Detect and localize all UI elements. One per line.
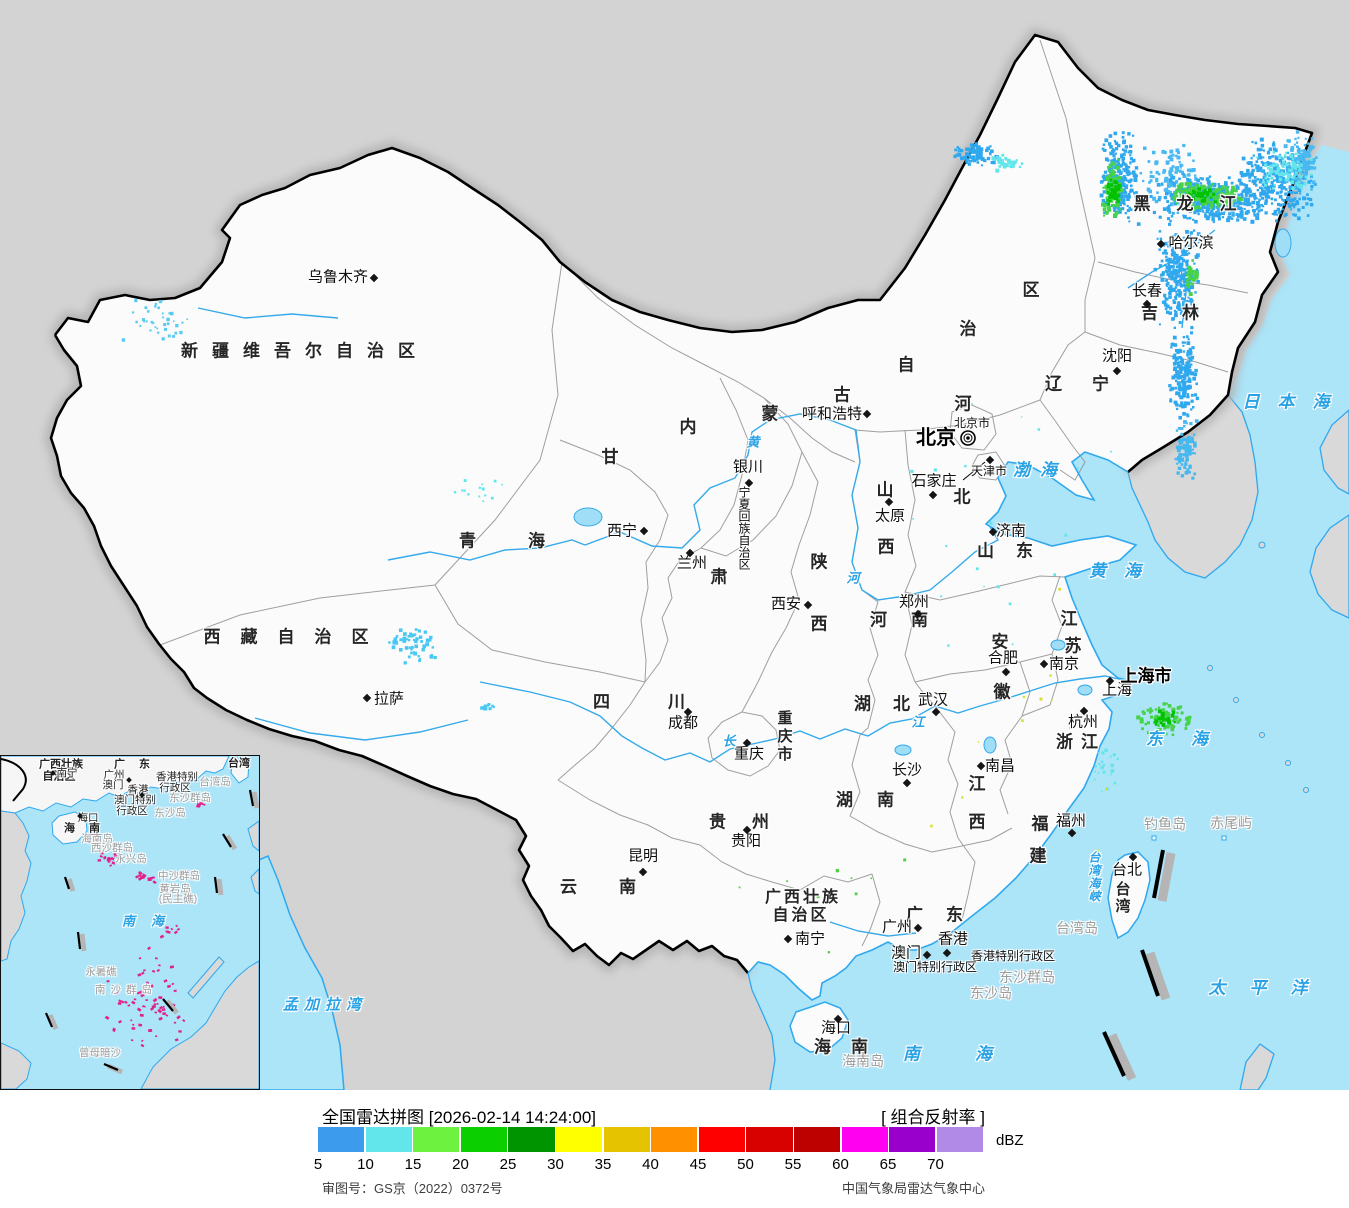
product-name: [ 组合反射率 ] bbox=[881, 1108, 985, 1127]
luzon-land bbox=[1239, 1043, 1275, 1090]
legend-panel: 全国雷达拼图 [2026-02-14 14:24:00] [ 组合反射率 ] 5… bbox=[0, 1090, 1349, 1208]
colorbar-cell bbox=[794, 1127, 841, 1152]
inset-island-label: 台湾岛 bbox=[199, 775, 231, 788]
china-radar-map: 新疆维吾尔自治区 西藏自治区 青海甘肃内蒙古自治区陕西山西河北山东 河南江苏安徽四川重… bbox=[0, 0, 1349, 1090]
colorbar-cell bbox=[603, 1127, 650, 1152]
south-china-sea-inset: 广西壮族 自治区 广东 海南 台湾 南宁 广州 澳门 香港 香港特别 行政区 澳门特别 行政区 海口 东沙群… bbox=[0, 755, 260, 1090]
inset-region-label: 台湾 bbox=[228, 757, 250, 770]
colorbar-cell bbox=[365, 1127, 412, 1152]
inset-city-label: 澳门 bbox=[102, 778, 124, 791]
inset-city-label: 南宁 bbox=[56, 766, 78, 779]
colorbar-tick: 70 bbox=[927, 1156, 944, 1173]
colorbar-tick: 5 bbox=[313, 1156, 323, 1173]
colorbar-cell bbox=[698, 1127, 745, 1152]
inset-island-label: (民主礁) bbox=[158, 892, 198, 905]
colorbar-cell bbox=[936, 1127, 984, 1152]
colorbar-tick: 50 bbox=[737, 1156, 754, 1173]
colorbar-tick: 15 bbox=[404, 1156, 422, 1173]
inset-canvas bbox=[1, 756, 259, 1089]
sea-east-south bbox=[748, 145, 1349, 1090]
colorbar-cell bbox=[889, 1127, 936, 1152]
colorbar-cell bbox=[556, 1127, 603, 1152]
vietnam-coast bbox=[747, 972, 776, 1090]
data-source: 中国气象局雷达气象中心 bbox=[841, 1181, 985, 1196]
colorbar-cell bbox=[746, 1127, 793, 1152]
inset-region-label: 自治区 bbox=[42, 770, 76, 783]
japan-land bbox=[1319, 409, 1349, 495]
colorbar-tick: 35 bbox=[594, 1156, 612, 1173]
inset-region-label: 海南 bbox=[64, 822, 114, 835]
national-border-south bbox=[49, 334, 749, 974]
japan-land bbox=[1309, 514, 1349, 619]
inset-philippines bbox=[247, 820, 259, 852]
colorbar-tick: 30 bbox=[547, 1156, 564, 1173]
inset-city-label: 行政区 bbox=[159, 781, 191, 794]
radar-echo-layer bbox=[121, 130, 1318, 954]
inset-island-label: 黄岩岛 bbox=[159, 882, 191, 895]
inset-indochina-sw bbox=[1, 1042, 32, 1089]
inset-label-layer: 广西壮族 自治区 广东 海南 台湾 南宁 广州 澳门 香港 香港特别 行政区 澳门特别 行政区 海口 东沙群… bbox=[1, 756, 259, 1089]
inset-taiwan bbox=[230, 757, 250, 784]
colorbar-tick: 45 bbox=[689, 1156, 707, 1173]
hainan-island bbox=[789, 1001, 849, 1053]
lakes bbox=[573, 228, 1292, 756]
inset-island-label: 西沙群岛 bbox=[91, 841, 133, 854]
inset-island-label: 曾母暗沙 bbox=[79, 1046, 121, 1059]
inset-region-label: 广西壮族 bbox=[39, 758, 83, 771]
colorbar bbox=[318, 1127, 984, 1152]
inset-mainland bbox=[1, 756, 230, 814]
colorbar-tick: 25 bbox=[499, 1156, 517, 1173]
inset-reef-layer bbox=[89, 801, 206, 1048]
inset-island-label: 东沙岛 bbox=[154, 806, 186, 819]
inset-city-label: 香港特别 bbox=[156, 770, 198, 783]
inset-palawan bbox=[187, 956, 225, 999]
china-landmass bbox=[51, 35, 1312, 1000]
colorbar-cell bbox=[508, 1127, 555, 1152]
inset-china-border bbox=[1, 758, 27, 802]
colorbar-tick: 20 bbox=[452, 1156, 469, 1173]
inset-vietnam bbox=[1, 810, 32, 962]
inset-island-label: 南沙群岛 bbox=[95, 983, 157, 996]
colorbar-cell bbox=[460, 1127, 507, 1152]
inset-philippines bbox=[250, 868, 259, 895]
inset-city-label: 广州 bbox=[103, 768, 125, 781]
inset-city-marker bbox=[126, 777, 132, 783]
inset-island-label: 永暑礁 bbox=[85, 965, 117, 978]
ryukyu-islands bbox=[1207, 541, 1309, 793]
inset-island-label: 中沙群岛 bbox=[158, 869, 200, 882]
inset-city-label: 行政区 bbox=[116, 804, 148, 817]
inset-island-label: 东沙群岛 bbox=[169, 791, 211, 804]
national-border-north bbox=[53, 33, 1314, 473]
colorbar-unit: dBZ bbox=[996, 1132, 1024, 1149]
colorbar-tick: 60 bbox=[832, 1156, 849, 1173]
map-license-number: 审图号：GS京（2022）0372号 bbox=[322, 1181, 503, 1196]
coastline bbox=[747, 451, 1138, 1001]
inset-island-label: 永兴岛 bbox=[115, 852, 147, 865]
colorbar-tick: 65 bbox=[879, 1156, 897, 1173]
colorbar-cell bbox=[651, 1127, 698, 1152]
inset-sea-label: 南海 bbox=[121, 913, 181, 929]
capital-marker-layer bbox=[960, 430, 986, 481]
map-title: 全国雷达拼图 [2026-02-14 14:24:00] bbox=[322, 1108, 597, 1127]
colorbar-cell bbox=[413, 1127, 460, 1152]
colorbar-tick: 10 bbox=[357, 1156, 374, 1173]
colorbar-cell bbox=[318, 1127, 365, 1152]
inset-city-label: 澳门特别 bbox=[114, 793, 156, 806]
inset-region-label: 广东 bbox=[114, 758, 164, 771]
inset-island-label: 海南岛 bbox=[81, 832, 113, 845]
inset-dash-layer bbox=[44, 789, 259, 1075]
taiwan-island bbox=[1107, 851, 1151, 940]
diaoyu-islets bbox=[1151, 835, 1227, 841]
colorbar-tick: 40 bbox=[642, 1156, 659, 1173]
inset-city-label: 香港 bbox=[127, 783, 149, 796]
colorbar-tick: 55 bbox=[784, 1156, 802, 1173]
inset-city-label: 海口 bbox=[77, 811, 99, 824]
maritime-boundary-dashes bbox=[1102, 849, 1176, 1081]
inset-borneo bbox=[140, 960, 259, 1089]
colorbar-cell bbox=[841, 1127, 888, 1152]
